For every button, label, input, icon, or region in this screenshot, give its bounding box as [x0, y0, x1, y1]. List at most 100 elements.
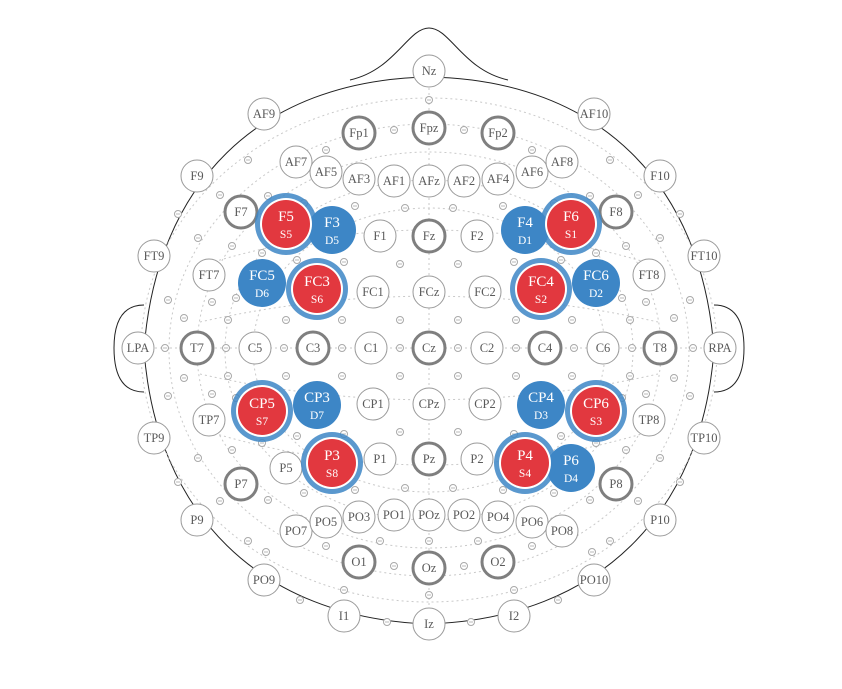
electrode-label: F7 [234, 205, 247, 219]
electrode-label: F9 [190, 169, 203, 183]
electrode-f10: F10 [643, 159, 677, 193]
electrode-label: FT10 [690, 249, 717, 263]
optode-position-label: CP3 [304, 390, 330, 406]
electrode-po9: PO9 [247, 563, 281, 597]
electrode-ring [377, 164, 411, 198]
electrode-label: LPA [127, 341, 149, 355]
electrode-ring [121, 331, 155, 365]
optode-id-label: S6 [311, 294, 323, 306]
electrode-ring [327, 599, 361, 633]
electrode-ring [356, 387, 390, 421]
electrode-p8: P8 [598, 466, 634, 502]
electrode-ft9: FT9 [137, 239, 171, 273]
electrode-ring [586, 331, 620, 365]
optode-id-label: S2 [535, 294, 547, 306]
electrode-label: TP7 [199, 413, 220, 427]
optodes: F3D5F4D1FC5D6FC6D2CP3D7CP4D3P6D4F5S5F6S1… [231, 193, 627, 494]
electrode-label: AF4 [487, 172, 510, 186]
electrode-ring [137, 421, 171, 455]
electrode-ring [309, 505, 343, 539]
electrode-c1: C1 [354, 331, 388, 365]
electrode-label: AF7 [285, 155, 307, 169]
electrode-ring [279, 145, 313, 179]
electrode-ring [411, 218, 447, 254]
electrode-p9: P9 [180, 503, 214, 537]
electrode-p10: P10 [643, 503, 677, 537]
electrode-ring [703, 331, 737, 365]
electrode-label: C4 [538, 341, 553, 355]
electrode-ft8: FT8 [632, 258, 666, 292]
detector-disc [547, 444, 595, 492]
electrode-ring [687, 421, 721, 455]
optode-position-label: FC3 [304, 274, 330, 290]
electrode-ring [481, 500, 515, 534]
electrode-label: FC1 [362, 285, 384, 299]
optode-id-label: S7 [256, 416, 268, 428]
electrode-ring [412, 275, 446, 309]
electrode-label: CPz [419, 397, 440, 411]
electrode-label: P9 [190, 513, 203, 527]
optode-position-label: FC5 [249, 268, 275, 284]
electrode-ring [309, 155, 343, 189]
electrode-ring [577, 97, 611, 131]
electrode-ring [481, 162, 515, 196]
electrode-ring [363, 442, 397, 476]
electrode-ring [447, 164, 481, 198]
electrode-label: T8 [653, 341, 667, 355]
electrode-ring [412, 387, 446, 421]
electrode-label: C1 [364, 341, 379, 355]
detector-disc [572, 259, 620, 307]
electrode-po6: PO6 [515, 505, 549, 539]
electrode-ring [341, 544, 377, 580]
electrode-t7: T7 [179, 330, 215, 366]
electrode-label: AF1 [383, 174, 405, 188]
electrode-label: AF9 [253, 107, 275, 121]
detector-disc [501, 206, 549, 254]
optode-id-label: D6 [255, 288, 269, 300]
electrode-ring [497, 599, 531, 633]
electrode-label: Oz [422, 561, 437, 575]
electrode-label: FT9 [144, 249, 165, 263]
electrode-ring [247, 563, 281, 597]
electrode-label: I2 [509, 609, 519, 623]
electrode-label: TP10 [690, 431, 717, 445]
electrode-af4: AF4 [481, 162, 515, 196]
electrode-ring [643, 159, 677, 193]
electrode-label: Fpz [420, 121, 439, 135]
nose [349, 27, 509, 81]
electrode-label: PO3 [348, 510, 370, 524]
electrode-ft10: FT10 [687, 239, 721, 273]
electrode-po2: PO2 [447, 498, 481, 532]
electrode-ring [192, 403, 226, 437]
electrode-label: PO5 [315, 515, 337, 529]
electrode-p1: P1 [363, 442, 397, 476]
optode-position-label: FC4 [528, 274, 554, 290]
electrode-label: PO1 [383, 508, 405, 522]
electrode-f8: F8 [598, 194, 634, 230]
source-disc [262, 200, 310, 248]
electrode-ring [412, 54, 446, 88]
electrode-ring [460, 219, 494, 253]
electrode-ring [342, 500, 376, 534]
electrode-f2: F2 [460, 219, 494, 253]
electrode-label: F2 [470, 229, 483, 243]
electrode-af7: AF7 [279, 145, 313, 179]
electrode-ft7: FT7 [192, 258, 226, 292]
electrode-label: Fz [423, 229, 436, 243]
electrode-label: O1 [351, 555, 366, 569]
optode-id-label: S4 [519, 468, 531, 480]
electrodes: Nz Fpz Fp1 Fp2 AF9 AF10 AF7 AF5 AF3 AF1 AFz AF2 AF4 A… [121, 54, 737, 641]
electrode-label: CP2 [474, 397, 496, 411]
electrode-label: CP1 [362, 397, 384, 411]
electrode-label: AF2 [453, 174, 475, 188]
optode-id-label: S8 [326, 468, 338, 480]
electrode-pz: Pz [411, 441, 447, 477]
electrode-ring [223, 194, 259, 230]
electrode-t8: T8 [642, 330, 678, 366]
electrode-ring [468, 387, 502, 421]
